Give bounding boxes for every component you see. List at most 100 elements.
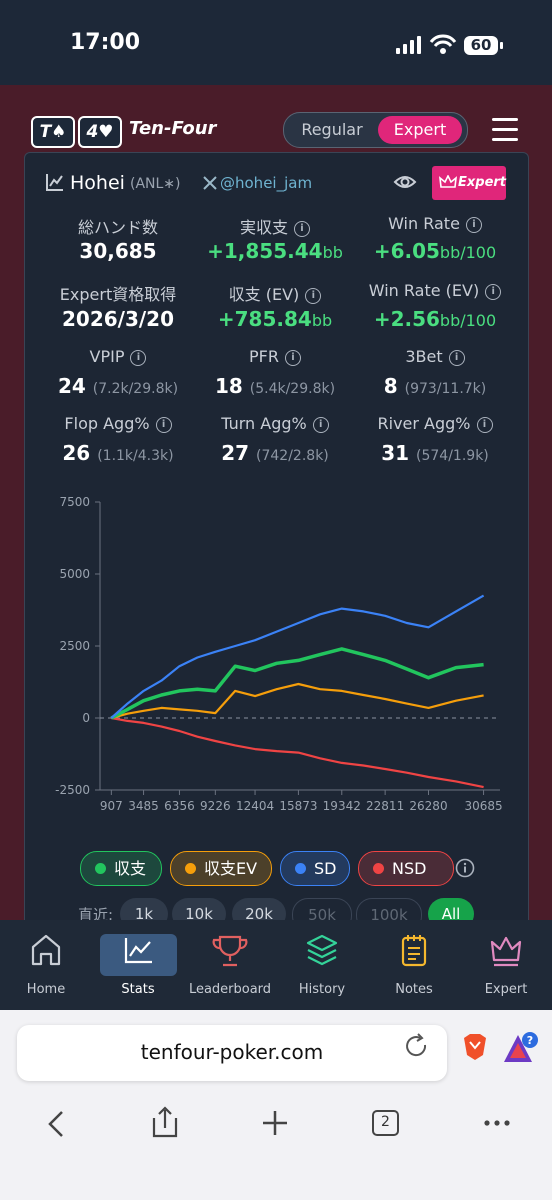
stat-label: 3Bet i [350, 347, 520, 366]
nav-selected [100, 934, 177, 976]
nav-label[interactable]: Leaderboard [188, 982, 272, 997]
chart-icon [46, 174, 63, 191]
legend-label: SD [314, 859, 337, 878]
stat-value: 27 (742/2.8k) [190, 441, 360, 465]
info-icon[interactable]: i [448, 350, 465, 366]
stat-value: +1,855.44bb [190, 239, 360, 263]
stat-value-text: +785.84 [217, 307, 312, 331]
stat-label: PFR i [190, 347, 360, 366]
nav-label[interactable]: Stats [121, 982, 155, 997]
menu-button[interactable] [490, 116, 520, 144]
stats-card [24, 152, 529, 954]
stat-value: 26 (1.1k/4.3k) [33, 441, 203, 465]
eye-icon[interactable] [393, 172, 417, 192]
series-line [110, 594, 485, 719]
x-handle[interactable]: @hohei_jam [220, 174, 313, 192]
stat-label-text: 総ハンド数 [77, 218, 158, 237]
x-tick-label: 15873 [279, 799, 317, 813]
crown-icon [439, 175, 457, 188]
tab-count[interactable]: 2 [381, 1114, 390, 1130]
stat-value: 31 (574/1.9k) [350, 441, 520, 465]
stat-label: VPIP i [33, 347, 203, 366]
x-tick-label: 26280 [409, 799, 447, 813]
nav-label[interactable]: Notes [395, 982, 433, 997]
legend-pill[interactable]: 収支EV [170, 851, 272, 886]
expert-badge: Expert [458, 175, 507, 190]
stat-value-text: 18 [214, 374, 243, 398]
stat-unit: bb [311, 311, 333, 330]
y-tick-label: 7500 [59, 495, 90, 509]
stat-value: +2.56bb/100 [350, 307, 520, 331]
stat-label-text: Turn Agg% [221, 414, 307, 433]
info-icon[interactable]: i [312, 417, 329, 433]
info-icon[interactable]: i [130, 350, 147, 366]
mode-regular[interactable]: Regular [301, 120, 363, 139]
svg-text:?: ? [527, 1034, 533, 1047]
expert-badge-bg [432, 166, 506, 200]
logo-tile: 4♥ [78, 116, 122, 148]
info-icon[interactable]: i [476, 417, 493, 433]
x-tick-label: 30685 [464, 799, 502, 813]
stat-label-text: Expert資格取得 [59, 285, 177, 304]
info-icon[interactable]: i [284, 350, 301, 366]
stat-label-text: 収支 (EV) [228, 285, 300, 304]
y-tick-label: 0 [82, 711, 90, 725]
x-tick-label: 19342 [323, 799, 361, 813]
stat-label: 実収支 i [190, 214, 360, 238]
profile-name: Hohei [70, 172, 125, 194]
bottom-nav [0, 920, 552, 1010]
stat-label-text: 実収支 [239, 218, 288, 237]
legend-info[interactable] [454, 857, 476, 879]
info-icon[interactable]: i [485, 284, 502, 300]
stat-value: +6.05bb/100 [350, 239, 520, 263]
legend-label: 収支 [114, 859, 147, 878]
stat-label: Flop Agg% i [33, 414, 203, 433]
stat-label: 収支 (EV) i [190, 281, 360, 305]
legend-pill[interactable]: 収支 [80, 851, 162, 886]
stat-value: 2026/3/20 [33, 307, 203, 331]
info-icon[interactable]: i [465, 217, 482, 233]
info-icon[interactable]: i [294, 221, 310, 237]
series-line [111, 682, 484, 720]
y-tick-label: 5000 [59, 567, 90, 581]
nav-label[interactable]: Home [26, 982, 66, 997]
x-tick-label: 3485 [128, 799, 159, 813]
info-icon[interactable]: i [305, 288, 322, 304]
stat-label: Win Rate (EV) i [350, 281, 520, 300]
stat-label-text: VPIP [89, 347, 125, 366]
url-box[interactable] [17, 1025, 447, 1081]
url: tenfour-poker.com [140, 1040, 324, 1064]
status-time: 17:00 [70, 30, 141, 55]
legend-dot [95, 863, 106, 874]
stat-value: 30,685 [33, 239, 203, 263]
nav-label[interactable]: History [298, 982, 346, 997]
y-tick-label: -2500 [55, 783, 90, 797]
x-tick-label: 12404 [236, 799, 274, 813]
stat-detail: (5.4k/29.8k) [249, 381, 336, 397]
legend-pill[interactable]: SD [280, 851, 350, 886]
stat-value-text: +6.05 [373, 239, 440, 263]
stat-label-text: PFR [249, 347, 279, 366]
stat-detail: (574/1.9k) [416, 448, 489, 464]
x-tick-label: 907 [100, 799, 123, 813]
stat-value: 24 (7.2k/29.8k) [33, 374, 203, 398]
info-icon[interactable]: i [155, 417, 172, 433]
stat-label: Turn Agg% i [190, 414, 360, 433]
mode-expert[interactable]: Expert [378, 116, 462, 144]
brand: Ten-Four [129, 118, 217, 139]
x-tick-label: 6356 [164, 799, 195, 813]
series-line [111, 716, 484, 789]
legend-pill-bg [281, 852, 349, 885]
stat-label-text: Win Rate [388, 214, 460, 233]
stat-value-text: +1,855.44 [207, 239, 323, 263]
legend-pill[interactable]: NSD [358, 851, 454, 886]
nav-label[interactable]: Expert [484, 982, 528, 997]
chart: -2500 0 2500 5000 7500 907 3485 6356 9226 12404 15… [55, 495, 503, 813]
stat-detail: (7.2k/29.8k) [92, 381, 179, 397]
stat-label: 総ハンド数 [33, 214, 203, 238]
stat-value-text: 24 [57, 374, 86, 398]
range-label: 直近: [78, 906, 114, 924]
stat-value-text: 27 [221, 441, 250, 465]
stat-value: 18 (5.4k/29.8k) [190, 374, 360, 398]
browser-icons: ? [48, 1032, 538, 1138]
